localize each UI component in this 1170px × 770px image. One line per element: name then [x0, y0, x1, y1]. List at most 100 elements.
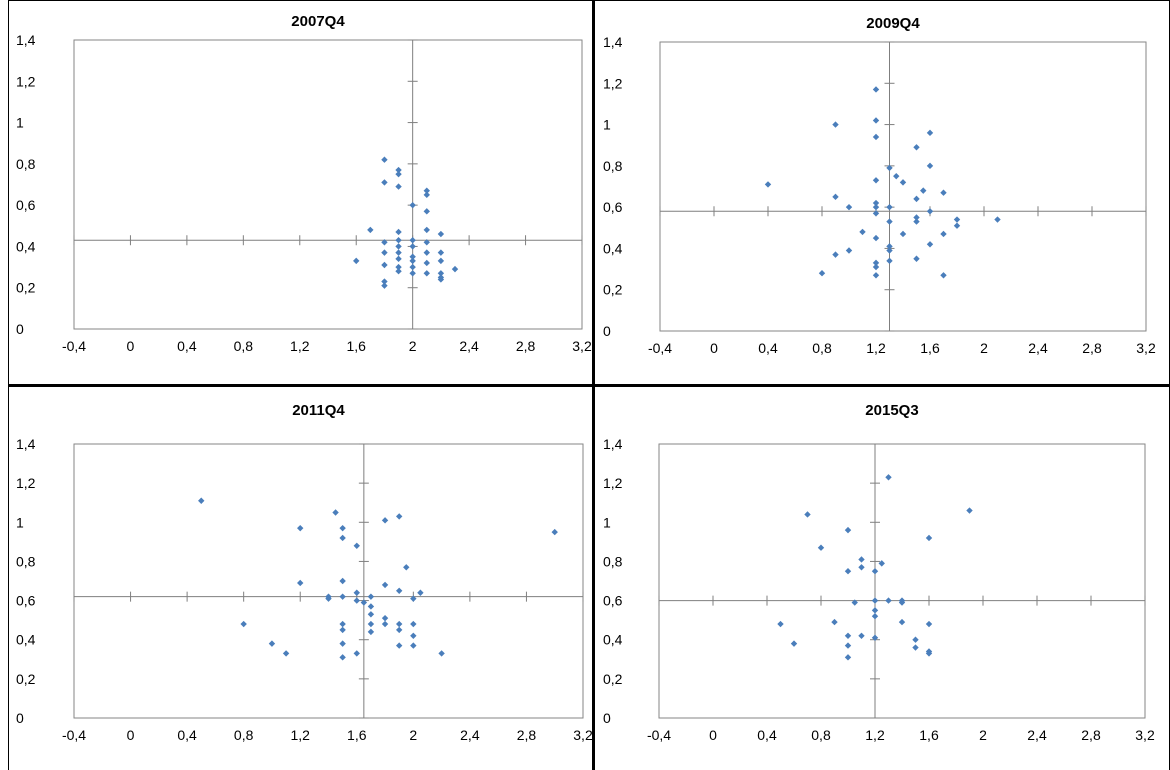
x-tick-label: 1,2	[290, 727, 310, 743]
data-point	[804, 511, 811, 518]
data-point	[764, 181, 772, 188]
data-point	[395, 626, 403, 634]
x-tick-label: 2,4	[1027, 727, 1047, 743]
data-point	[872, 177, 880, 184]
y-tick-label: 1	[603, 117, 611, 133]
data-point	[381, 620, 389, 628]
x-tick-label: 1,6	[346, 338, 366, 354]
data-point	[844, 526, 852, 534]
data-point	[360, 599, 368, 606]
scatter-chart-2007q4: 2007Q4 -0,4 0 0,4 0,8 1,2 1,6 2 2,4 2,8 3,2 0 0,2 0,4…	[16, 13, 592, 354]
data-point	[381, 517, 389, 524]
scatter-chart-2009q4: 2009Q4 -0,4 0 0,4 0,8 1,2 1,6 2 2,4 2,8 3,2 0 0,2 0,4…	[603, 15, 1156, 356]
data-point	[858, 556, 865, 563]
y-tick-label: 0,4	[603, 632, 623, 648]
data-point	[886, 257, 893, 265]
chart-title-2015q3: 2015Q3	[865, 402, 918, 419]
data-point	[339, 654, 346, 661]
x-tick-label: -0,4	[647, 727, 671, 743]
data-point	[332, 509, 339, 516]
x-tick-label: 0,8	[234, 727, 254, 743]
data-point	[423, 191, 430, 199]
data-point	[437, 270, 445, 277]
x-tick-label: 2,8	[517, 727, 537, 743]
y-tick-label: 1	[16, 115, 24, 131]
data-point	[551, 528, 558, 536]
data-point	[831, 618, 838, 626]
x-tick-label: 2	[409, 338, 417, 354]
y-tick-label: 0,8	[16, 553, 36, 569]
data-point	[872, 272, 880, 279]
data-point	[395, 228, 402, 236]
x-tick-label: 0	[127, 727, 135, 743]
data-point	[339, 640, 346, 647]
data-point	[893, 172, 900, 180]
x-tick-label: 1,6	[920, 340, 940, 356]
x-tick-label: 1,2	[865, 727, 885, 743]
data-point	[926, 241, 934, 248]
data-point	[886, 218, 893, 225]
data-point	[871, 568, 879, 575]
data-point	[423, 249, 430, 256]
data-point	[872, 234, 880, 242]
data-point	[832, 251, 839, 258]
data-point	[832, 193, 839, 201]
data-point	[395, 237, 402, 244]
plot-area-frame	[658, 443, 1146, 719]
data-point	[339, 626, 346, 634]
data-point	[953, 222, 961, 229]
data-point	[920, 187, 927, 194]
y-tick-label: 0,4	[603, 240, 623, 256]
y-tick-label: 1,4	[603, 34, 623, 50]
y-tick-label: 0,8	[603, 158, 623, 174]
data-point	[885, 597, 892, 604]
data-point	[367, 603, 375, 610]
data-point	[844, 654, 852, 661]
data-point	[872, 199, 880, 207]
y-tick-label: 1,2	[603, 75, 623, 91]
data-point	[844, 632, 852, 639]
data-point	[381, 179, 388, 186]
chart-title-2007q4: 2007Q4	[291, 13, 345, 30]
data-point	[898, 618, 906, 626]
data-point	[339, 534, 346, 542]
data-point	[913, 144, 920, 151]
x-tick-label: 0,8	[811, 727, 831, 743]
data-point	[872, 86, 880, 93]
data-point	[409, 257, 416, 265]
data-point	[913, 218, 920, 225]
data-point	[353, 257, 360, 265]
data-point	[423, 208, 430, 215]
y-tick-label: 0,8	[603, 553, 623, 569]
data-point	[437, 276, 445, 283]
y-tick-label: 0	[16, 321, 24, 337]
data-point	[437, 257, 445, 265]
data-point	[395, 243, 402, 250]
data-point	[395, 166, 402, 174]
data-point	[926, 129, 934, 137]
data-point	[886, 164, 893, 172]
data-point	[817, 544, 825, 551]
x-tick-label: 3,2	[1136, 340, 1156, 356]
data-point	[859, 228, 866, 236]
data-point	[409, 237, 416, 244]
y-tick-label: 0,2	[16, 671, 36, 687]
x-tick-label: 2,4	[460, 727, 480, 743]
plot-area-frame	[73, 443, 584, 719]
table-cell-border	[592, 0, 595, 770]
data-point	[353, 589, 360, 596]
data-point	[395, 183, 402, 190]
y-tick-label: 0,2	[603, 671, 623, 687]
data-point	[410, 642, 417, 649]
data-point	[777, 620, 784, 628]
y-tick-label: 0	[603, 323, 611, 339]
data-point	[417, 589, 424, 596]
data-point	[818, 270, 826, 277]
table-cell-border	[8, 384, 1170, 387]
data-point	[409, 263, 416, 271]
x-tick-label: 3,2	[1135, 727, 1155, 743]
x-tick-label: 0,4	[177, 727, 197, 743]
data-point	[423, 187, 430, 194]
data-point	[912, 636, 919, 643]
data-point	[790, 640, 798, 647]
